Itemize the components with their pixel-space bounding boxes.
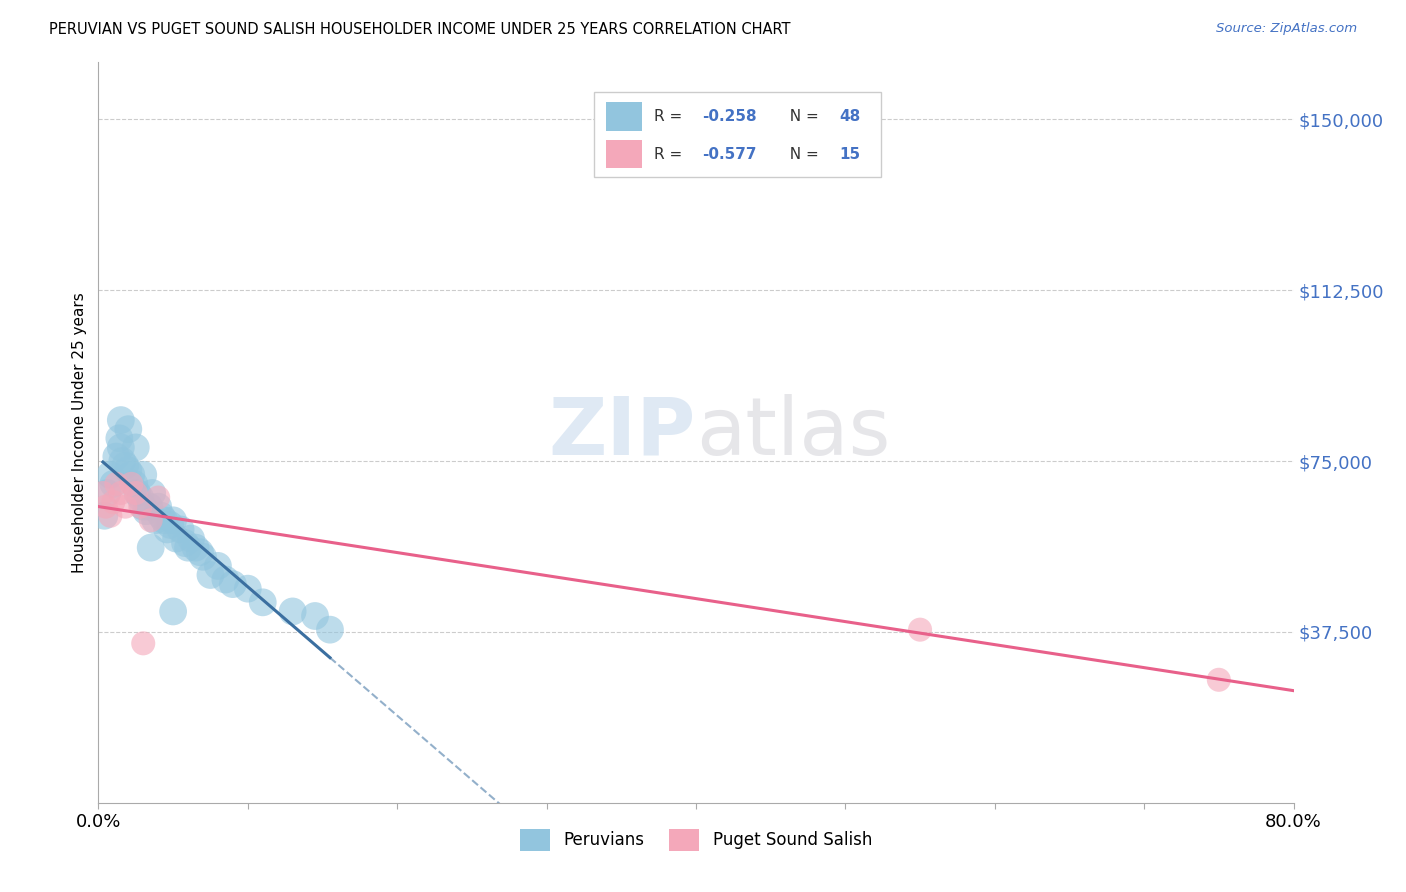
Point [114,458,136,473]
Point [180,532,202,546]
Point [139,513,162,527]
Point [214,573,236,587]
Point [129,491,152,505]
Point [162,604,184,618]
Text: R =: R = [654,147,688,161]
Point [111,454,134,468]
Point [143,513,166,527]
Point [120,467,142,482]
Point [188,545,211,559]
Point [281,604,304,618]
Point [117,463,139,477]
Point [150,508,173,523]
Text: Source: ZipAtlas.com: Source: ZipAtlas.com [1216,22,1357,36]
Point [304,609,326,624]
Point [156,523,179,537]
Text: 15: 15 [839,147,860,161]
Point [177,541,200,555]
Point [1208,673,1230,687]
Point [108,431,131,445]
Point [132,636,155,650]
Text: atlas: atlas [696,393,890,472]
Point [124,476,146,491]
FancyBboxPatch shape [595,92,882,178]
Point [222,577,245,591]
Point [125,486,148,500]
Point [132,500,155,514]
Point [138,500,160,514]
Point [174,536,197,550]
Point [139,541,162,555]
Text: N =: N = [779,109,824,124]
Point [132,467,155,482]
Point [148,491,170,505]
Point [114,500,136,514]
Point [91,486,114,500]
Point [105,450,128,464]
Point [93,508,115,523]
Point [96,486,118,500]
Point [98,467,122,482]
Point [110,486,132,500]
Y-axis label: Householder Income Under 25 years: Householder Income Under 25 years [72,293,87,573]
Point [141,486,163,500]
Text: 48: 48 [839,109,860,124]
Legend: Peruvians, Puget Sound Salish: Peruvians, Puget Sound Salish [513,822,879,857]
Point [110,441,132,455]
Point [319,623,342,637]
Point [120,476,142,491]
Bar [606,140,643,169]
Point [908,623,931,637]
Point [110,413,132,427]
Point [153,513,176,527]
Point [252,595,274,609]
Text: -0.258: -0.258 [702,109,756,124]
Point [103,495,125,509]
Point [105,476,128,491]
Point [236,582,259,596]
Point [200,568,222,582]
Point [127,486,149,500]
Text: R =: R = [654,109,688,124]
Point [125,441,148,455]
Point [162,513,184,527]
Bar [606,103,643,130]
Point [148,500,170,514]
Point [135,504,157,518]
Text: N =: N = [779,147,824,161]
Point [169,523,191,537]
Point [159,517,181,532]
Point [207,558,229,573]
Point [98,508,122,523]
Point [191,549,214,564]
Point [165,532,187,546]
Text: PERUVIAN VS PUGET SOUND SALISH HOUSEHOLDER INCOME UNDER 25 YEARS CORRELATION CHA: PERUVIAN VS PUGET SOUND SALISH HOUSEHOLD… [49,22,790,37]
Text: -0.577: -0.577 [702,147,756,161]
Point [129,500,152,514]
Point [184,541,207,555]
Point [94,500,117,514]
Text: ZIP: ZIP [548,393,696,472]
Point [103,476,125,491]
Point [117,422,139,436]
